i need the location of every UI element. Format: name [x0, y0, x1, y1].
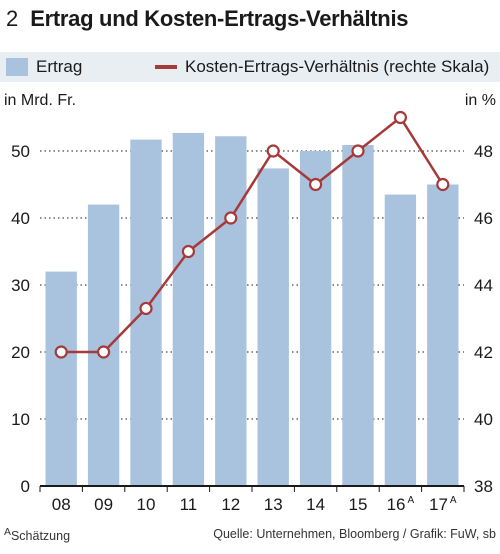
legend-item-line: Kosten-Ertrags-Verhältnis (rechte Skala) — [155, 52, 489, 82]
y-left-tick-label: 50 — [11, 142, 30, 161]
legend-bar-swatch — [6, 58, 28, 76]
bar-ertrag-08 — [45, 271, 77, 486]
bar-ertrag-12 — [215, 136, 247, 486]
point-cost-income-15 — [351, 144, 365, 158]
point-cost-income-17 — [436, 177, 450, 192]
legend-bar-label: Ertrag — [36, 57, 83, 76]
y-left-tick-label: 0 — [21, 477, 30, 496]
point-cost-income-11 — [181, 244, 195, 259]
y-right-tick-label: 38 — [474, 477, 493, 496]
y-right-tick-label: 42 — [474, 343, 493, 362]
point-cost-income-08 — [54, 345, 68, 359]
grid-layer — [40, 150, 464, 420]
x-tick-label-15: 15 — [349, 495, 368, 514]
y-right-tick-label: 46 — [474, 209, 493, 228]
x-tick-label-08: 08 — [52, 495, 71, 514]
line-layer — [54, 110, 450, 359]
x-tick-label-11: 11 — [180, 495, 198, 514]
x-tick-label-13: 13 — [264, 495, 283, 514]
x-tick-label-14: 14 — [306, 495, 325, 514]
source-credit: Quelle: Unternehmen, Bloomberg / Grafik:… — [213, 527, 496, 541]
y-left-tick-label: 40 — [11, 209, 30, 228]
chart-plot: 08 09 10 11 12 13 14 15 16 A 17 A 0 10 20 30 40 50 38 40 42 4… — [11, 110, 493, 514]
point-cost-income-16 — [393, 110, 407, 125]
right-axis-unit: in % — [464, 92, 496, 109]
point-cost-income-09 — [96, 345, 111, 359]
y-right-tick-label: 44 — [474, 276, 493, 295]
point-cost-income-13 — [266, 144, 280, 158]
bar-ertrag-09 — [87, 204, 120, 486]
footnote-marker: A — [4, 527, 11, 538]
legend: Ertrag Kosten-Ertrags-Verhältnis (rechte… — [0, 52, 500, 82]
point-cost-income-10 — [139, 301, 153, 316]
bar-ertrag-14 — [299, 151, 332, 486]
line-cost-income — [61, 115, 444, 354]
x-tick-label-09: 09 — [94, 495, 113, 514]
x-tick-label-12: 12 — [221, 495, 240, 514]
chart-title: Ertrag und Kosten-Ertrags-Verhältnis — [30, 6, 409, 31]
y-right-tick-label: 40 — [474, 410, 493, 429]
legend-line-label: Kosten-Ertrags-Verhältnis (rechte Skala) — [185, 57, 490, 76]
bar-ertrag-11 — [172, 132, 205, 486]
x-tick-label-17: 17 A — [429, 495, 457, 514]
y-left-tick-label: 20 — [11, 343, 30, 362]
footnote: ASchätzung — [4, 527, 70, 543]
axis-layer: 08 09 10 11 12 13 14 15 16 A 17 A 0 10 20 30 40 50 38 40 42 4… — [11, 142, 493, 514]
bar-ertrag-15 — [342, 144, 374, 486]
figure-number: 2 — [6, 6, 19, 31]
footnote-text: Schätzung — [10, 529, 71, 544]
y-right-tick-label: 48 — [474, 142, 493, 161]
bar-ertrag-13 — [257, 168, 289, 487]
y-left-tick-label: 30 — [11, 276, 30, 295]
chart-title-row: 2 Ertrag und Kosten-Ertrags-Verhältnis — [6, 6, 409, 38]
bar-ertrag-17 — [427, 184, 459, 486]
legend-item-bar: Ertrag — [6, 52, 82, 82]
x-tick-label-10: 10 — [137, 495, 156, 514]
x-tick-label-16: 16 A — [387, 495, 415, 514]
y-left-tick-label: 10 — [11, 410, 30, 429]
point-cost-income-14 — [309, 177, 323, 192]
legend-line-swatch — [155, 65, 177, 69]
bar-ertrag-16 — [384, 194, 417, 487]
point-cost-income-12 — [224, 211, 238, 225]
left-axis-unit: in Mrd. Fr. — [4, 92, 77, 109]
